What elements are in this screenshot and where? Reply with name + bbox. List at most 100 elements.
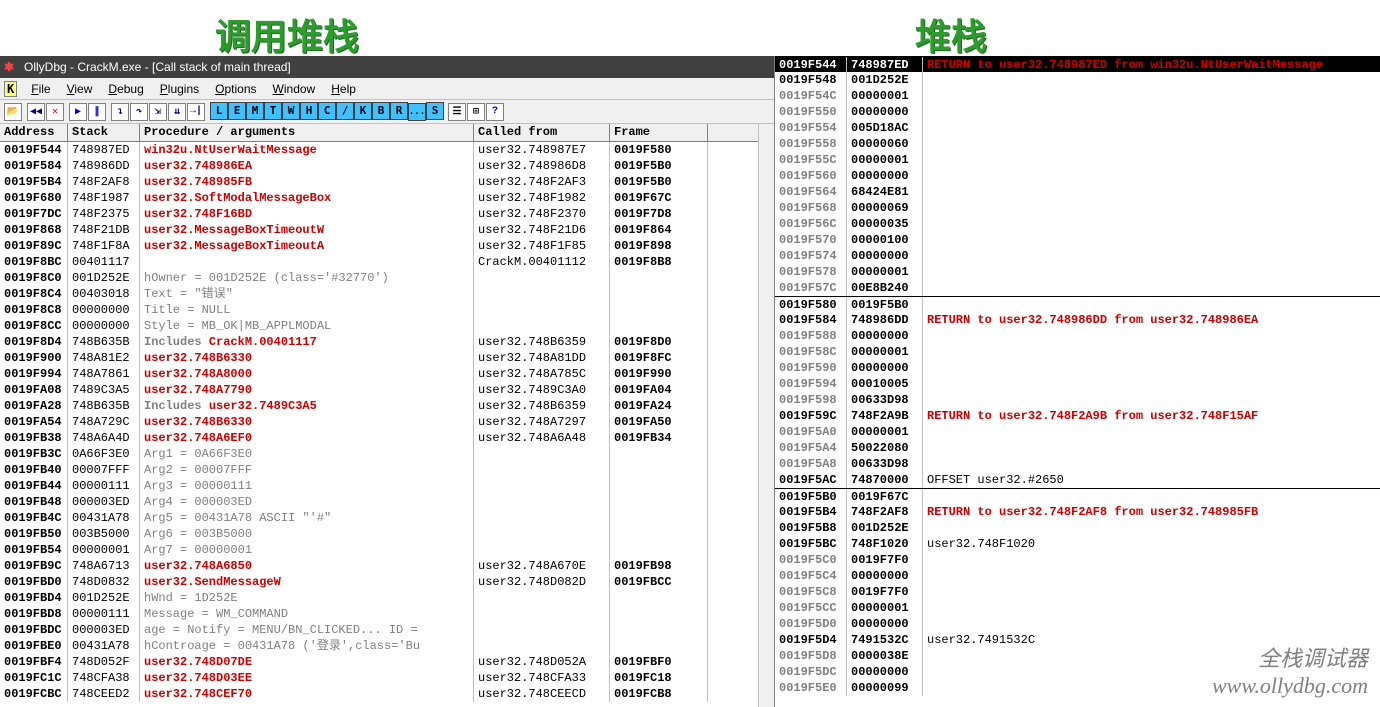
stack-row[interactable]: 0019F55C00000001 (775, 152, 1380, 168)
tb-letter-...[interactable]: ... (408, 103, 426, 121)
callstack-row[interactable]: 0019FB3C0A66F3E0 Arg1 = 0A66F3E0 (0, 446, 758, 462)
callstack-row[interactable]: 0019F8CC00000000 Style = MB_OK|MB_APPLMO… (0, 318, 758, 334)
callstack-row[interactable]: 0019FB5400000001 Arg7 = 00000001 (0, 542, 758, 558)
col-address[interactable]: Address (0, 124, 68, 141)
col-frame[interactable]: Frame (610, 124, 708, 141)
rewind-button[interactable]: ◀◀ (27, 103, 45, 121)
stack-row[interactable]: 0019F5A000000001 (775, 424, 1380, 440)
tb-letter-C[interactable]: C (318, 102, 336, 120)
tb-letter-L[interactable]: L (210, 102, 228, 120)
close-button[interactable]: ✕ (46, 103, 64, 121)
callstack-row[interactable]: 0019F900748A81E2user32.748B6330user32.74… (0, 350, 758, 366)
stack-row[interactable]: 0019F5800019F5B0 (775, 296, 1380, 312)
tb-letter-B[interactable]: B (372, 102, 390, 120)
stack-row[interactable]: 0019F548001D252E (775, 72, 1380, 88)
stack-row[interactable]: 0019F5B4748F2AF8RETURN to user32.748F2AF… (775, 504, 1380, 520)
callstack-row[interactable]: 0019FB4000007FFF Arg2 = 00007FFF (0, 462, 758, 478)
menu-debug[interactable]: Debug (100, 82, 151, 96)
callstack-row[interactable]: 0019FA087489C3A5user32.748A7790user32.74… (0, 382, 758, 398)
menu-window[interactable]: Window (265, 82, 324, 96)
callstack-row[interactable]: 0019F680748F1987user32.SoftModalMessageB… (0, 190, 758, 206)
callstack-row[interactable]: 0019F544748987EDwin32u.NtUserWaitMessage… (0, 142, 758, 158)
menu-view[interactable]: View (59, 82, 101, 96)
stack-row[interactable]: 0019F584748986DDRETURN to user32.748986D… (775, 312, 1380, 328)
callstack-row[interactable]: 0019F7DC748F2375user32.748F16BDuser32.74… (0, 206, 758, 222)
stack-row[interactable]: 0019F5D47491532Cuser32.7491532C (775, 632, 1380, 648)
menu-file[interactable]: File (23, 82, 58, 96)
callstack-row[interactable]: 0019F994748A7861user32.748A8000user32.74… (0, 366, 758, 382)
run-to-button[interactable]: →| (187, 103, 205, 121)
callstack-row[interactable]: 0019FB50003B5000 Arg6 = 003B5000 (0, 526, 758, 542)
stack-row[interactable]: 0019F5DC00000000 (775, 664, 1380, 680)
callstack-row[interactable]: 0019F868748F21DBuser32.MessageBoxTimeout… (0, 222, 758, 238)
tb-letter-W[interactable]: W (282, 102, 300, 120)
help-button[interactable]: ? (486, 103, 504, 121)
stack-row[interactable]: 0019F5C00019F7F0 (775, 552, 1380, 568)
stack-row[interactable]: 0019F5A450022080 (775, 440, 1380, 456)
callstack-row[interactable]: 0019F8C0001D252E hOwner = 001D252E (clas… (0, 270, 758, 286)
callstack-row[interactable]: 0019FBDC000003ED age = Notify = MENU/BN_… (0, 622, 758, 638)
stack-row[interactable]: 0019F55800000060 (775, 136, 1380, 152)
tb-letter-/[interactable]: / (336, 102, 354, 120)
tb-letter-H[interactable]: H (300, 102, 318, 120)
stack-row[interactable]: 0019F5C80019F7F0 (775, 584, 1380, 600)
stack-row[interactable]: 0019F544748987EDRETURN to user32.748987E… (775, 56, 1380, 72)
tb-letter-T[interactable]: T (264, 102, 282, 120)
step-into-button[interactable]: ↴ (111, 103, 129, 121)
stack-row[interactable]: 0019F5D80000038E (775, 648, 1380, 664)
pause-button[interactable]: ∥ (88, 103, 106, 121)
callstack-row[interactable]: 0019F8BC00401117CrackM.004011120019F8B8 (0, 254, 758, 270)
trace-into-button[interactable]: ⇲ (149, 103, 167, 121)
callstack-row[interactable]: 0019FBD4001D252E hWnd = 1D252E (0, 590, 758, 606)
callstack-row[interactable]: 0019FBD800000111 Message = WM_COMMAND (0, 606, 758, 622)
list2-button[interactable]: ⊞ (467, 103, 485, 121)
stack-row[interactable]: 0019F54C00000001 (775, 88, 1380, 104)
callstack-row[interactable]: 0019FBE000431A78 hControage = 00431A78 (… (0, 638, 758, 654)
menu-options[interactable]: Options (207, 82, 264, 96)
stack-row[interactable]: 0019F59C748F2A9BRETURN to user32.748F2A9… (775, 408, 1380, 424)
tb-letter-M[interactable]: M (246, 102, 264, 120)
callstack-row[interactable]: 0019F89C748F1F8Auser32.MessageBoxTimeout… (0, 238, 758, 254)
stack-row[interactable]: 0019F5B00019F67C (775, 488, 1380, 504)
stack-row[interactable]: 0019F59400010005 (775, 376, 1380, 392)
list-button[interactable]: ☰ (448, 103, 466, 121)
callstack-row[interactable]: 0019F8C800000000 Title = NULL (0, 302, 758, 318)
stack-row[interactable]: 0019F56468424E81 (775, 184, 1380, 200)
stack-row[interactable]: 0019F55000000000 (775, 104, 1380, 120)
open-button[interactable]: 📂 (4, 103, 22, 121)
stack-row[interactable]: 0019F57400000000 (775, 248, 1380, 264)
callstack-row[interactable]: 0019F8C400403018 Text = "错误" (0, 286, 758, 302)
callstack-body[interactable]: 0019F544748987EDwin32u.NtUserWaitMessage… (0, 142, 758, 707)
callstack-row[interactable]: 0019FB38748A6A4Duser32.748A6EF0user32.74… (0, 430, 758, 446)
stack-row[interactable]: 0019F5AC74870000OFFSET user32.#2650 (775, 472, 1380, 488)
callstack-row[interactable]: 0019FBF4748D052Fuser32.748D07DEuser32.74… (0, 654, 758, 670)
callstack-row[interactable]: 0019FA54748A729Cuser32.748B6330user32.74… (0, 414, 758, 430)
stack-row[interactable]: 0019F58800000000 (775, 328, 1380, 344)
stack-row[interactable]: 0019F57800000001 (775, 264, 1380, 280)
stack-row[interactable]: 0019F5A800633D98 (775, 456, 1380, 472)
stack-row[interactable]: 0019F5C400000000 (775, 568, 1380, 584)
stack-row[interactable]: 0019F59800633D98 (775, 392, 1380, 408)
menu-help[interactable]: Help (323, 82, 364, 96)
col-stack[interactable]: Stack (68, 124, 140, 141)
menu-plugins[interactable]: Plugins (152, 82, 207, 96)
stack-row[interactable]: 0019F58C00000001 (775, 344, 1380, 360)
stack-row[interactable]: 0019F57000000100 (775, 232, 1380, 248)
stack-row[interactable]: 0019F56C00000035 (775, 216, 1380, 232)
play-button[interactable]: ▶ (69, 103, 87, 121)
stack-row[interactable]: 0019F5D000000000 (775, 616, 1380, 632)
col-procedure[interactable]: Procedure / arguments (140, 124, 474, 141)
col-called-from[interactable]: Called from (474, 124, 610, 141)
step-over-button[interactable]: ↷ (130, 103, 148, 121)
stack-row[interactable]: 0019F56800000069 (775, 200, 1380, 216)
callstack-row[interactable]: 0019F584748986DDuser32.748986EAuser32.74… (0, 158, 758, 174)
stack-row[interactable]: 0019F5E000000099 (775, 680, 1380, 696)
callstack-row[interactable]: 0019F5B4748F2AF8user32.748985FBuser32.74… (0, 174, 758, 190)
callstack-row[interactable]: 0019FBD0748D0832user32.SendMessageWuser3… (0, 574, 758, 590)
callstack-row[interactable]: 0019FB4C00431A78 Arg5 = 00431A78 ASCII "… (0, 510, 758, 526)
tb-letter-R[interactable]: R (390, 102, 408, 120)
stack-row[interactable]: 0019F554005D18AC (775, 120, 1380, 136)
stack-row[interactable]: 0019F57C00E8B240 (775, 280, 1380, 296)
callstack-row[interactable]: 0019FB4400000111 Arg3 = 00000111 (0, 478, 758, 494)
stack-row[interactable]: 0019F5CC00000001 (775, 600, 1380, 616)
